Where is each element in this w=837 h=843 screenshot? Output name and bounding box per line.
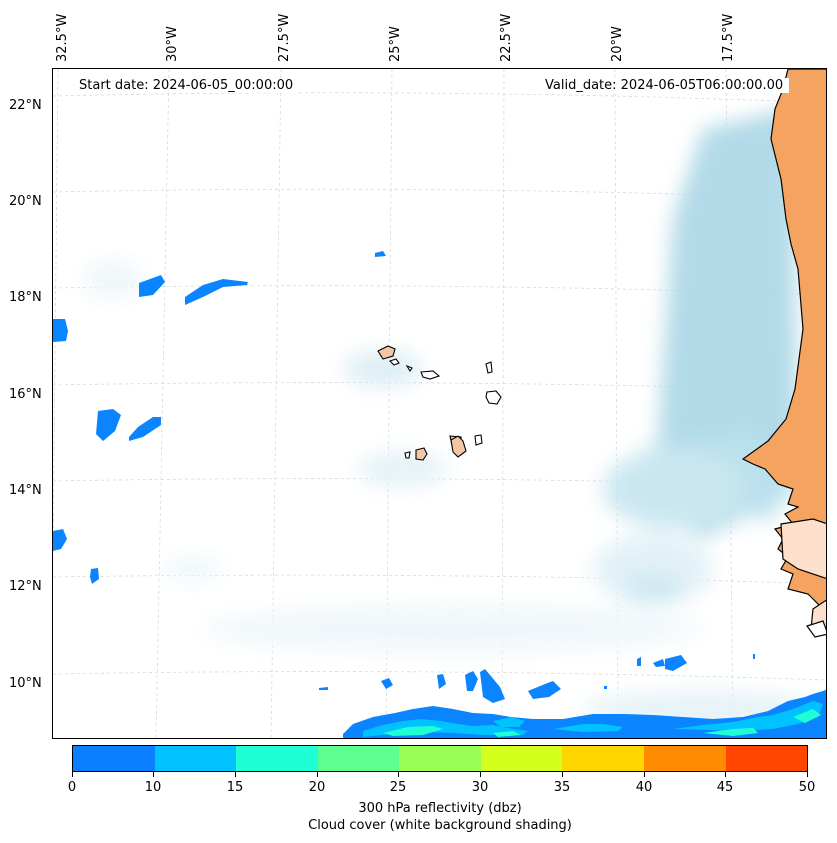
- colorbar-segment: [73, 746, 155, 771]
- colorbar-segment: [562, 746, 644, 771]
- colorbar-segment: [399, 746, 481, 771]
- colorbar-title: 300 hPa reflectivity (dbz): [358, 801, 522, 816]
- valid-date-label: Valid_date: 2024-06-05T06:00:00.00: [539, 78, 790, 93]
- map-canvas: [53, 69, 826, 738]
- lat-label: 10°N: [9, 676, 42, 691]
- colorbar-segment: [154, 746, 237, 771]
- colorbar-segment: [725, 746, 808, 771]
- lat-label: 22°N: [9, 98, 42, 113]
- lon-label: 32.5°W: [55, 13, 70, 62]
- lat-label: 14°N: [9, 483, 42, 498]
- colorbar-tick-label: 30: [471, 780, 489, 795]
- colorbar-segment: [643, 746, 726, 771]
- reflectivity-field-15to25: [383, 709, 821, 737]
- colorbar-tick: [72, 772, 73, 777]
- cloud-cover: [83, 109, 823, 727]
- colorbar-tick-label: 15: [226, 780, 244, 795]
- colorbar-tick: [317, 772, 318, 777]
- colorbar-tick-label: 0: [67, 780, 77, 795]
- colorbar-subtitle: Cloud cover (white background shading): [308, 818, 572, 833]
- colorbar-segment: [317, 746, 400, 771]
- lat-label: 16°N: [9, 387, 42, 402]
- lon-label: 20°W: [610, 26, 625, 62]
- lat-label: 12°N: [9, 579, 42, 594]
- lon-label: 30°W: [165, 26, 180, 62]
- map-panel[interactable]: [52, 68, 827, 739]
- lon-label: 25°W: [388, 26, 403, 62]
- lon-label: 22.5°W: [499, 13, 514, 62]
- colorbar-tick: [235, 772, 236, 777]
- lon-label: 17.5°W: [721, 13, 736, 62]
- colorbar-tick: [562, 772, 563, 777]
- colorbar-tick-label: 35: [553, 780, 571, 795]
- colorbar-tick: [480, 772, 481, 777]
- colorbar-tick: [725, 772, 726, 777]
- colorbar-tick-label: 25: [389, 780, 407, 795]
- colorbar-segment: [480, 746, 563, 771]
- colorbar-tick: [153, 772, 154, 777]
- colorbar-tick-label: 20: [308, 780, 326, 795]
- lon-label: 27.5°W: [277, 13, 292, 62]
- land-mass: [741, 69, 826, 638]
- colorbar-tick: [644, 772, 645, 777]
- islands: [377, 345, 502, 461]
- start-date-label: Start date: 2024-06-05_00:00:00: [73, 78, 300, 93]
- colorbar-tick: [807, 772, 808, 777]
- lat-label: 18°N: [9, 290, 42, 305]
- lat-label: 20°N: [9, 194, 42, 209]
- colorbar-tick-label: 10: [144, 780, 162, 795]
- colorbar-tick-label: 50: [798, 780, 816, 795]
- colorbar-tick-label: 45: [716, 780, 734, 795]
- colorbar-tick: [398, 772, 399, 777]
- colorbar: [72, 745, 808, 772]
- colorbar-segment: [236, 746, 318, 771]
- colorbar-tick-label: 40: [635, 780, 653, 795]
